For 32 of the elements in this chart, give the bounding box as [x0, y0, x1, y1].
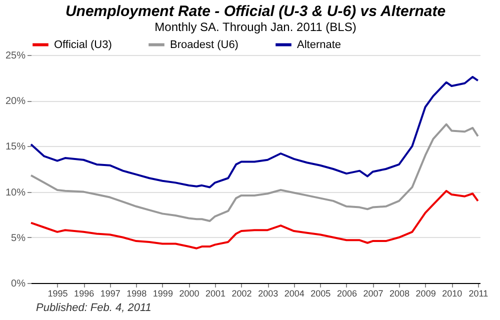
x-tick-label: 2006: [336, 288, 357, 298]
x-tick-label: 2011: [468, 288, 488, 298]
chart-subtitle: Monthly SA. Through Jan. 2011 (BLS): [154, 20, 356, 34]
y-tick-label: 20%: [5, 96, 26, 108]
x-tick-label: 2003: [258, 288, 278, 298]
x-tick-label: 2002: [232, 288, 252, 298]
y-tick-label: 10%: [5, 187, 26, 198]
x-tick-label: 2004: [284, 288, 304, 298]
x-tick-label: 1998: [126, 288, 147, 298]
legend-label: Official (U3): [54, 38, 112, 51]
line-series: [30, 190, 479, 250]
x-tick-label: 1997: [100, 288, 120, 298]
line-series: [30, 123, 479, 222]
x-tick-label: 1995: [48, 288, 68, 298]
y-tick-label: 15%: [5, 142, 26, 153]
y-tick-label: 0%: [11, 278, 26, 290]
x-tick-label: 2001: [206, 288, 226, 298]
x-tick-label: 2005: [310, 288, 331, 298]
y-tick-label: 5%: [11, 232, 26, 244]
x-tick-label: 2008: [390, 288, 410, 298]
x-tick-label: 1999: [152, 288, 173, 298]
legend-label: Alternate: [297, 38, 342, 51]
x-tick-label: 2007: [363, 288, 384, 298]
x-tick-label: 2000: [179, 288, 200, 298]
x-tick-label: 1996: [74, 288, 94, 298]
x-tick-label: 2010: [442, 288, 462, 298]
line-series: [30, 76, 479, 188]
legend-label: Broadest (U6): [170, 38, 238, 51]
x-tick-label: 2009: [416, 288, 436, 298]
chart-title: Unemployment Rate - Official (U-3 & U-6) vs Alternate: [65, 3, 446, 20]
y-tick-label: 25%: [5, 50, 26, 62]
text: Published: Feb. 4, 2011: [36, 302, 152, 314]
